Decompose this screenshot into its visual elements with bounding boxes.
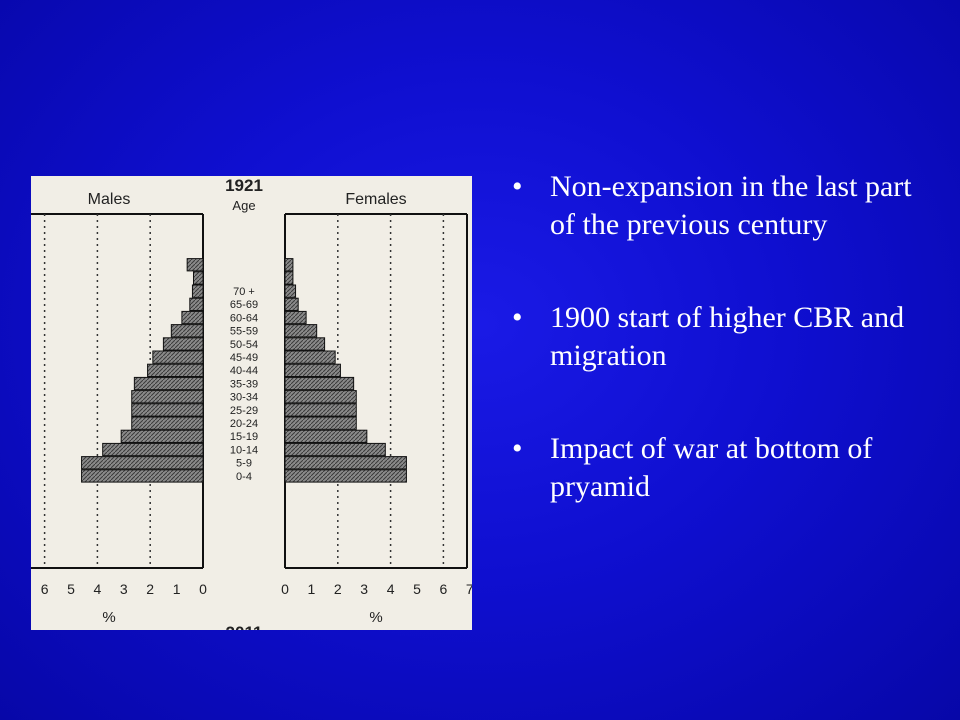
male-bar (186, 258, 204, 272)
male-bar (147, 363, 204, 377)
female-x-tick: 6 (440, 581, 448, 597)
bullet-item: • 1900 start of higher CBR and migration (512, 299, 912, 375)
female-x-tick: 3 (360, 581, 368, 597)
bottom-caption-partial: 2011 (226, 623, 263, 630)
male-x-tick: 2 (146, 581, 154, 597)
females-label: Females (345, 191, 406, 208)
age-tick-label: 25-29 (230, 405, 258, 417)
female-bar (284, 350, 336, 364)
age-tick-label: 45-49 (230, 352, 258, 364)
female-bar (284, 442, 386, 457)
age-tick-label: 0-4 (236, 471, 252, 483)
male-x-tick: 5 (67, 581, 75, 597)
male-bar (81, 469, 204, 483)
age-tick-label: 50-54 (230, 339, 258, 351)
male-x-tick: 4 (94, 581, 102, 597)
female-x-axis-label: % (369, 609, 382, 626)
male-x-axis-label: % (102, 609, 115, 626)
male-bar (81, 456, 204, 470)
male-x-tick: 3 (120, 581, 128, 597)
male-bar (181, 310, 204, 325)
age-tick-label: 5-9 (236, 458, 252, 470)
male-bar (191, 284, 204, 298)
age-tick-label: 70 + (233, 286, 255, 298)
male-x-tick: 6 (41, 581, 49, 597)
female-x-tick: 4 (387, 581, 395, 597)
female-bar (284, 390, 357, 404)
age-tick-label: 60-64 (230, 312, 258, 324)
male-bar (162, 337, 204, 351)
bullet-dot: • (512, 432, 523, 465)
bullet-dot: • (512, 170, 523, 203)
population-pyramid-chart: 70 +65-69 60-64 55-59 50-54 45-49 40-44 35-39 3… (31, 176, 472, 630)
female-bar (284, 271, 294, 285)
male-bar (131, 416, 204, 430)
age-tick-label: 35-39 (230, 378, 258, 390)
age-tick-label: 55-59 (230, 326, 258, 338)
age-tick-label: 20-24 (230, 418, 258, 430)
age-tick-label: 65-69 (230, 299, 258, 311)
bullet-text: Non-expansion in the last part of the pr… (550, 170, 912, 241)
female-bar (284, 310, 307, 325)
bullet-text: 1900 start of higher CBR and migration (550, 301, 905, 372)
male-bar (102, 442, 204, 457)
female-bar (284, 429, 368, 443)
female-x-tick: 7 (466, 581, 472, 597)
male-bar (131, 403, 204, 417)
age-tick-label: 10-14 (230, 444, 258, 456)
male-bar (133, 376, 204, 391)
age-tick-label: 15-19 (230, 431, 258, 443)
male-bar (152, 350, 204, 364)
male-x-tick: 1 (173, 581, 181, 597)
pyramid-svg: 70 +65-6960-6455-5950-5445-4940-4435-393… (31, 176, 472, 630)
age-tick-label: 40-44 (230, 365, 258, 377)
male-bar (192, 271, 204, 285)
male-bar (131, 390, 204, 404)
female-bar (284, 284, 297, 298)
male-x-tick: 0 (199, 581, 207, 597)
female-bar (284, 363, 341, 377)
female-bar (284, 403, 357, 417)
year-title: 1921 (225, 176, 263, 195)
female-bar (284, 324, 318, 338)
female-bar (284, 337, 326, 351)
males-label: Males (88, 191, 131, 208)
male-bar (120, 429, 204, 443)
bullet-list: • Non-expansion in the last part of the … (512, 168, 912, 561)
bullet-item: • Non-expansion in the last part of the … (512, 168, 912, 244)
female-x-tick: 2 (334, 581, 342, 597)
male-bar (189, 297, 204, 311)
female-bar (284, 456, 407, 470)
female-bar (284, 416, 357, 430)
male-bar (170, 324, 204, 338)
age-header: Age (232, 198, 255, 213)
female-bar (284, 258, 294, 272)
bullet-dot: • (512, 301, 523, 334)
female-x-tick: 1 (308, 581, 316, 597)
female-x-tick: 5 (413, 581, 421, 597)
bullet-text: Impact of war at bottom of pryamid (550, 432, 873, 503)
female-bar (284, 376, 355, 391)
age-tick-label: 30-34 (230, 392, 258, 404)
female-bar (284, 469, 407, 483)
bullet-item: • Impact of war at bottom of pryamid (512, 430, 912, 506)
female-bar (284, 297, 299, 311)
female-x-tick: 0 (281, 581, 289, 597)
